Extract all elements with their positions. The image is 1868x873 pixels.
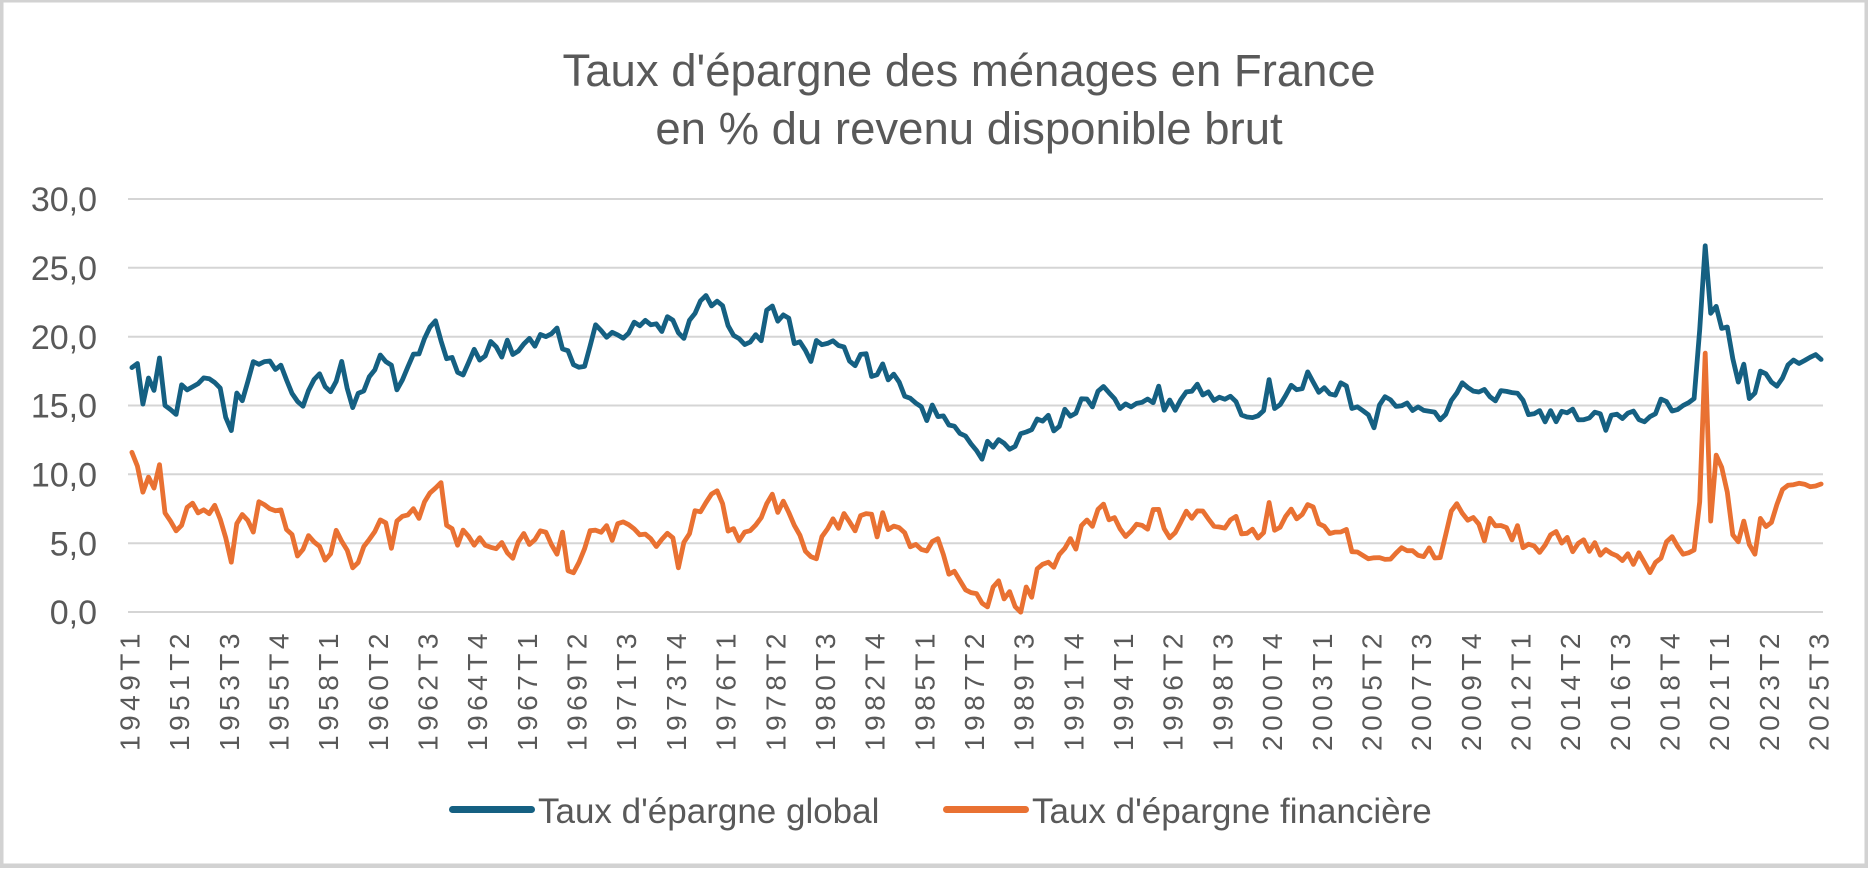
svg-text:10,0: 10,0 (31, 457, 97, 495)
svg-text:1971T3: 1971T3 (611, 629, 642, 751)
svg-text:1969T2: 1969T2 (562, 629, 593, 751)
svg-text:Taux d'épargne financière: Taux d'épargne financière (1032, 792, 1432, 831)
svg-text:Taux d'épargne global: Taux d'épargne global (538, 792, 879, 831)
svg-text:1973T4: 1973T4 (661, 629, 692, 751)
svg-text:2018T4: 2018T4 (1655, 629, 1686, 751)
svg-text:1991T4: 1991T4 (1058, 629, 1089, 751)
svg-text:1958T1: 1958T1 (313, 629, 344, 751)
svg-text:1967T1: 1967T1 (512, 629, 543, 751)
svg-text:1978T2: 1978T2 (760, 629, 791, 751)
svg-text:25,0: 25,0 (31, 250, 97, 288)
svg-text:2009T4: 2009T4 (1456, 629, 1487, 751)
svg-text:1980T3: 1980T3 (810, 629, 841, 751)
svg-text:2000T4: 2000T4 (1257, 629, 1288, 751)
svg-text:1976T1: 1976T1 (711, 629, 742, 751)
svg-text:1985T1: 1985T1 (909, 629, 940, 751)
svg-text:0,0: 0,0 (50, 594, 97, 632)
svg-text:1964T4: 1964T4 (462, 629, 493, 751)
svg-text:2023T2: 2023T2 (1754, 629, 1785, 751)
svg-text:1996T2: 1996T2 (1158, 629, 1189, 751)
svg-text:1953T3: 1953T3 (214, 629, 245, 751)
svg-text:en % du revenu disponible brut: en % du revenu disponible brut (655, 103, 1283, 154)
svg-text:Taux d'épargne des ménages en: Taux d'épargne des ménages en France (562, 45, 1375, 96)
svg-text:2021T1: 2021T1 (1704, 629, 1735, 751)
svg-text:30,0: 30,0 (31, 181, 97, 219)
svg-text:5,0: 5,0 (50, 525, 97, 563)
svg-text:15,0: 15,0 (31, 388, 97, 426)
svg-text:1960T2: 1960T2 (363, 629, 394, 751)
svg-text:1982T4: 1982T4 (860, 629, 891, 751)
svg-text:1998T3: 1998T3 (1207, 629, 1238, 751)
svg-text:1989T3: 1989T3 (1009, 629, 1040, 751)
svg-text:1955T4: 1955T4 (263, 629, 294, 751)
svg-text:2014T2: 2014T2 (1555, 629, 1586, 751)
svg-text:1994T1: 1994T1 (1108, 629, 1139, 751)
svg-text:1951T2: 1951T2 (164, 629, 195, 751)
svg-text:2012T1: 2012T1 (1506, 629, 1537, 751)
svg-text:2003T1: 2003T1 (1307, 629, 1338, 751)
svg-text:2025T3: 2025T3 (1804, 629, 1835, 751)
svg-text:1949T1: 1949T1 (114, 629, 145, 751)
svg-text:1962T3: 1962T3 (413, 629, 444, 751)
svg-text:2016T3: 2016T3 (1605, 629, 1636, 751)
svg-text:2007T3: 2007T3 (1406, 629, 1437, 751)
svg-text:20,0: 20,0 (31, 319, 97, 357)
svg-text:2005T2: 2005T2 (1357, 629, 1388, 751)
svg-text:1987T2: 1987T2 (959, 629, 990, 751)
